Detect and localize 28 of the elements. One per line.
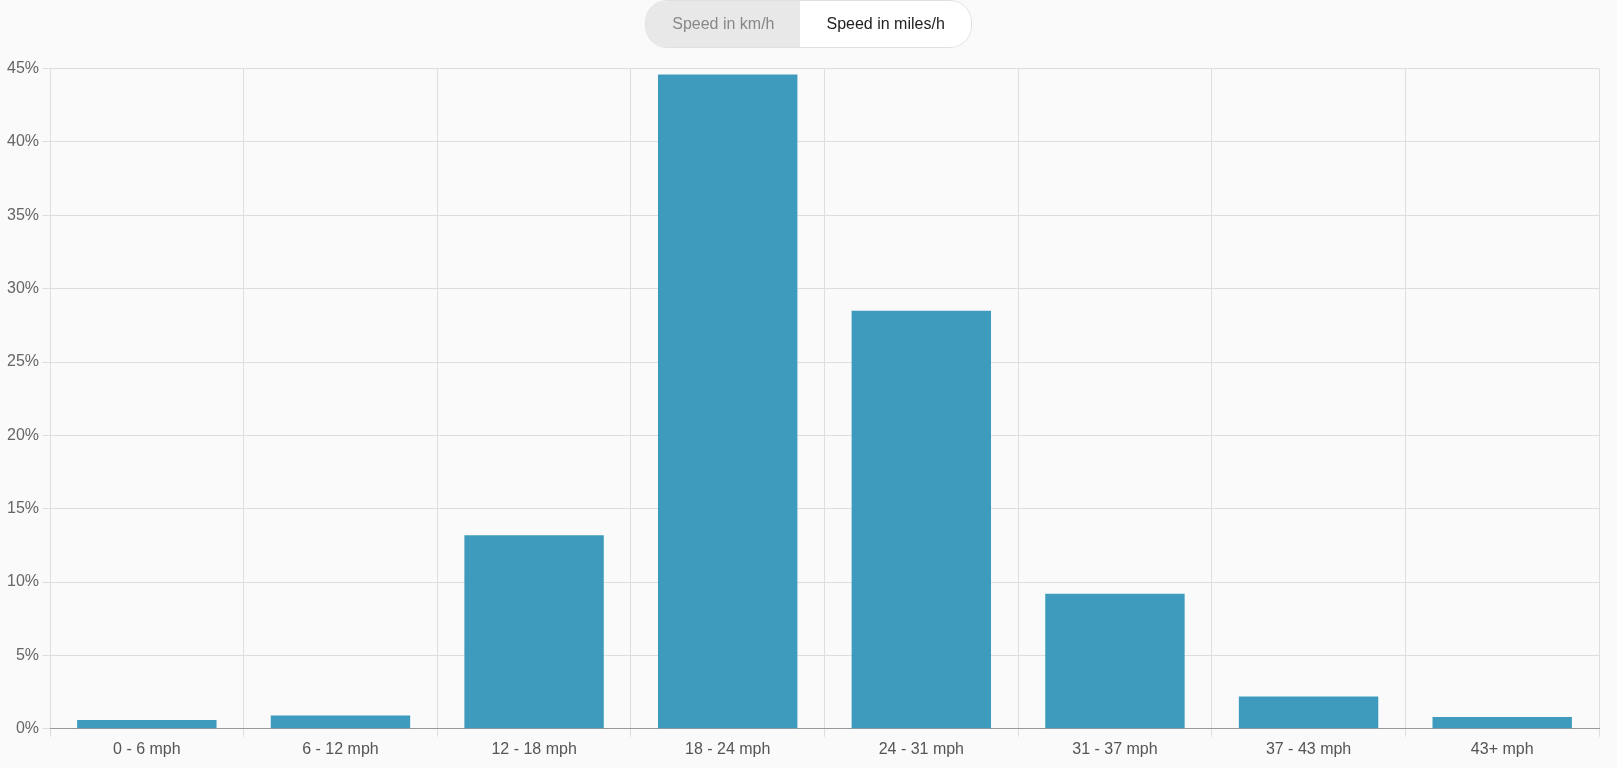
bar <box>77 720 217 729</box>
y-tick-label: 30% <box>6 279 40 297</box>
bar <box>270 715 411 729</box>
bar <box>658 74 798 729</box>
y-tick-label: 10% <box>6 572 40 590</box>
x-tick-label: 43+ mph <box>1470 739 1534 757</box>
text: Speed in miles/h <box>800 1 971 47</box>
x-tick-label: 6 - 12 mph <box>302 739 379 757</box>
y-tick-label: 25% <box>6 352 40 370</box>
y-tick-label: 15% <box>6 499 40 517</box>
text: Speed in km/h <box>646 1 801 47</box>
x-tick-label: 12 - 18 mph <box>491 739 577 757</box>
x-tick-label: 37 - 43 mph <box>1265 739 1352 757</box>
y-tick-label: 5% <box>15 645 40 663</box>
x-tick-label: 0 - 6 mph <box>113 739 181 757</box>
bar <box>464 535 604 729</box>
bar <box>1238 696 1379 729</box>
x-tick-label: 24 - 31 mph <box>878 739 965 757</box>
bar <box>1432 717 1572 729</box>
y-tick-label: 20% <box>6 425 40 443</box>
y-tick-label: 0% <box>15 719 40 737</box>
x-tick-label: 31 - 37 mph <box>1072 739 1158 757</box>
y-tick-label: 45% <box>6 59 40 77</box>
bar <box>851 310 992 729</box>
bar <box>1045 593 1185 729</box>
x-tick-label: 18 - 24 mph <box>685 739 771 757</box>
y-tick-label: 35% <box>6 205 40 223</box>
y-tick-label: 40% <box>6 132 40 150</box>
